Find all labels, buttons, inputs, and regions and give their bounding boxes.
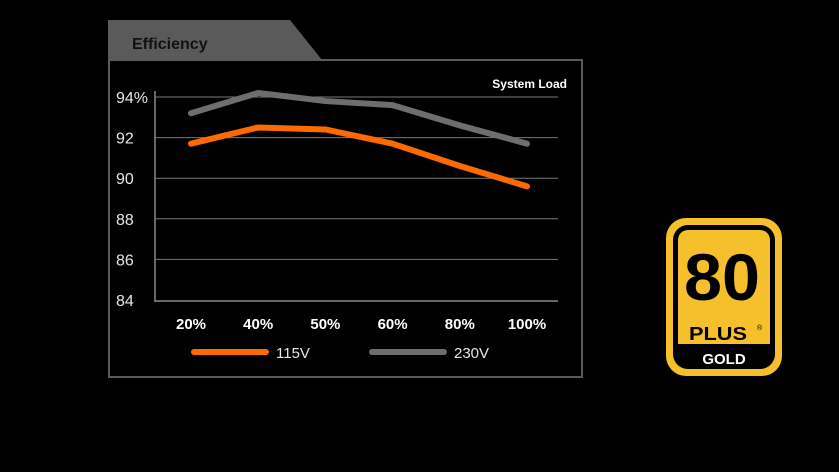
chart-title: Efficiency bbox=[132, 36, 208, 53]
x-tick-label: 50% bbox=[310, 316, 340, 333]
legend-label: 115V bbox=[276, 345, 310, 362]
y-tick-label: 88 bbox=[116, 212, 134, 229]
chart-panel bbox=[108, 59, 583, 378]
x-tick-label: 40% bbox=[243, 316, 273, 333]
y-tick-label: 86 bbox=[116, 252, 134, 269]
x-tick-label: 80% bbox=[445, 316, 475, 333]
series-line-230V bbox=[188, 89, 530, 147]
x-tick-label: 20% bbox=[176, 316, 206, 333]
y-tick-label: 84 bbox=[116, 293, 134, 310]
x-tick-label: 60% bbox=[378, 316, 408, 333]
badge-number: 80 bbox=[684, 240, 760, 314]
y-tick-label: 94% bbox=[116, 90, 148, 107]
80-plus-gold-badge: 80 PLUS ® GOLD bbox=[666, 218, 782, 376]
x-axis-label: System Load bbox=[492, 77, 567, 91]
series-line-115V bbox=[188, 124, 530, 190]
badge-plus: PLUS bbox=[689, 324, 747, 344]
badge-level: GOLD bbox=[702, 351, 745, 368]
title-tab bbox=[108, 20, 322, 60]
x-tick-label: 100% bbox=[508, 316, 546, 333]
y-tick-label: 90 bbox=[116, 171, 134, 188]
y-tick-label: 92 bbox=[116, 131, 134, 148]
legend-label: 230V bbox=[454, 345, 489, 362]
badge-registered: ® bbox=[757, 324, 763, 332]
